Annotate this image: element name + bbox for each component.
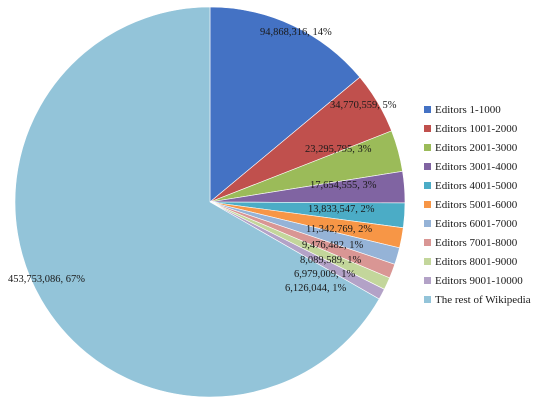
data-label: 13,833,547, 2%: [308, 204, 375, 215]
legend-item: Editors 1-1000: [424, 100, 550, 119]
legend: Editors 1-1000 Editors 1001-2000 Editors 2…: [424, 100, 550, 309]
legend-swatch: [424, 106, 431, 113]
legend-swatch: [424, 296, 431, 303]
legend-label: Editors 8001-9000: [435, 255, 518, 268]
legend-swatch: [424, 125, 431, 132]
legend-item: Editors 8001-9000: [424, 252, 550, 271]
pie-data-labels: 94,868,316, 14% 34,770,559, 5% 23,295,795,…: [8, 27, 397, 294]
legend-label: Editors 3001-4000: [435, 160, 518, 173]
legend-item: The rest of Wikipedia: [424, 290, 550, 309]
data-label: 11,342,769, 2%: [306, 224, 372, 235]
legend-label: Editors 5001-6000: [435, 198, 518, 211]
legend-swatch: [424, 258, 431, 265]
legend-item: Editors 9001-10000: [424, 271, 550, 290]
legend-label: Editors 1-1000: [435, 103, 501, 116]
legend-swatch: [424, 182, 431, 189]
data-label: 453,753,086, 67%: [8, 274, 85, 285]
legend-item: Editors 7001-8000: [424, 233, 550, 252]
legend-swatch: [424, 239, 431, 246]
legend-label: Editors 9001-10000: [435, 274, 523, 287]
data-label: 8,089,589, 1%: [300, 255, 362, 266]
data-label: 94,868,316, 14%: [260, 27, 332, 38]
pie-slices: [14, 6, 406, 398]
legend-item: Editors 4001-5000: [424, 176, 550, 195]
pie-slice: [14, 6, 380, 398]
legend-swatch: [424, 144, 431, 151]
data-label: 23,295,795, 3%: [305, 144, 372, 155]
legend-label: The rest of Wikipedia: [435, 293, 531, 306]
pie-slice: [209, 6, 361, 203]
legend-item: Editors 6001-7000: [424, 214, 550, 233]
data-label: 17,654,555, 3%: [310, 180, 377, 191]
legend-swatch: [424, 163, 431, 170]
data-label: 34,770,559, 5%: [330, 100, 397, 111]
legend-item: Editors 1001-2000: [424, 119, 550, 138]
legend-item: Editors 3001-4000: [424, 157, 550, 176]
legend-swatch: [424, 277, 431, 284]
legend-label: Editors 6001-7000: [435, 217, 518, 230]
data-label: 9,476,482, 1%: [302, 240, 364, 251]
data-label: 6,979,009, 1%: [294, 269, 356, 280]
legend-label: Editors 1001-2000: [435, 122, 518, 135]
legend-swatch: [424, 220, 431, 227]
legend-item: Editors 5001-6000: [424, 195, 550, 214]
legend-label: Editors 4001-5000: [435, 179, 518, 192]
legend-label: Editors 2001-3000: [435, 141, 518, 154]
legend-item: Editors 2001-3000: [424, 138, 550, 157]
legend-swatch: [424, 201, 431, 208]
legend-label: Editors 7001-8000: [435, 236, 518, 249]
data-label: 6,126,044, 1%: [285, 283, 347, 294]
